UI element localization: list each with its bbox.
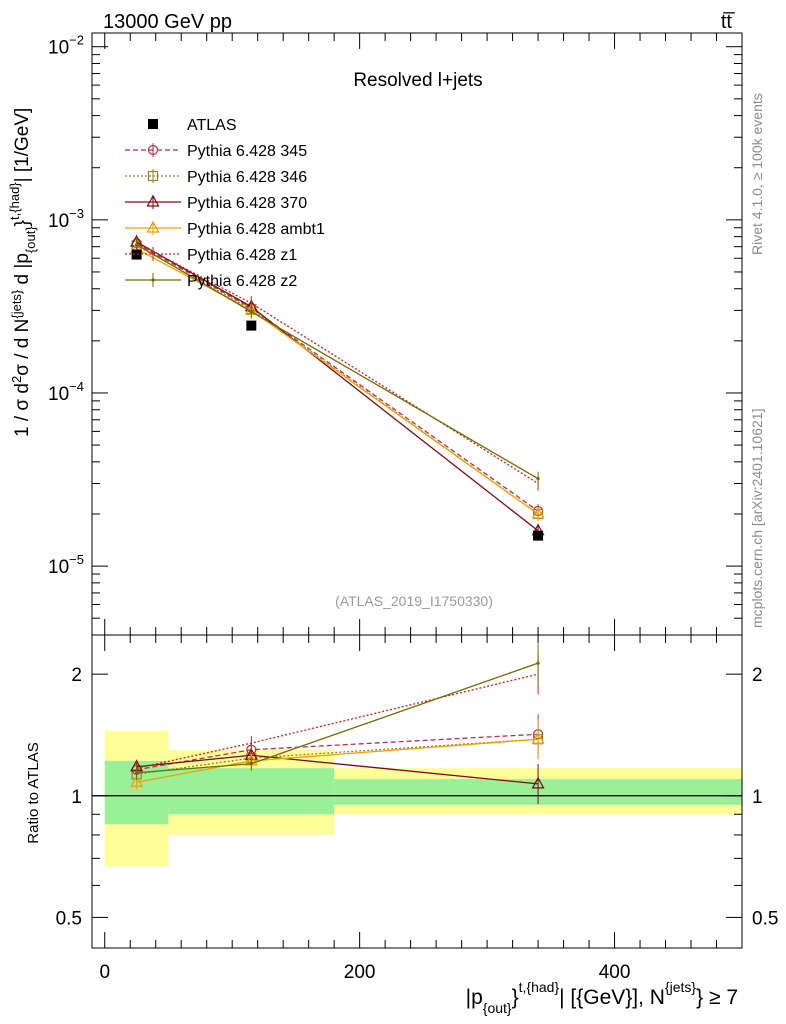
ratio-plot-area <box>92 643 742 867</box>
y-tick-label: 10−5 <box>48 552 84 578</box>
ratio-point <box>531 776 545 789</box>
main-axis-ticks: 10−5 10−4 10−3 10−2 <box>48 33 743 636</box>
ratio-point <box>249 762 253 766</box>
ratio-series-pythia-6-428-z2 <box>135 643 540 780</box>
ratio-point <box>135 771 139 775</box>
legend-marker <box>147 170 159 182</box>
ratio-y-tick-label: 0.5 <box>56 908 82 929</box>
series-atlas-data <box>131 249 544 541</box>
ratio-point <box>531 732 545 744</box>
legend-label: Pythia 6.428 ambt1 <box>187 221 325 238</box>
legend: ATLAS Pythia 6.428 345 Pythia 6.428 346 Pyt… <box>125 117 325 290</box>
x-tick-label: 0 <box>99 962 110 983</box>
ratio-y-tick-label: 2 <box>71 665 82 686</box>
legend-label: Pythia 6.428 346 <box>187 169 307 186</box>
legend-item-pythia-6-428-ambt1: Pythia 6.428 ambt1 <box>125 220 325 238</box>
rivet-label: Rivet 4.1.0, ≥ 100k events <box>749 93 765 255</box>
y-tick-label: 10−2 <box>48 33 84 59</box>
legend-marker <box>146 194 160 207</box>
legend-label: ATLAS <box>187 117 237 134</box>
legend-item-pythia-6-428-345: Pythia 6.428 345 <box>125 143 307 160</box>
data-point <box>531 506 545 519</box>
series-pythia-6-428-z2 <box>135 237 540 486</box>
y-tick-label: 10−4 <box>48 379 84 405</box>
ratio-y-tick-label: 1 <box>71 787 82 808</box>
main-plot-area <box>130 234 545 541</box>
legend-item-pythia-6-428-370: Pythia 6.428 370 <box>125 194 307 212</box>
legend-item-atlas: ATLAS <box>148 117 237 134</box>
legend-item-pythia-6-428-z2: Pythia 6.428 z2 <box>125 273 297 290</box>
ratio-y-label: Ratio to ATLAS <box>25 742 42 843</box>
data-point <box>135 242 139 247</box>
legend-item-pythia-6-428-z1: Pythia 6.428 z1 <box>125 247 297 264</box>
data-point <box>249 310 253 314</box>
data-point <box>536 477 540 481</box>
main-panel: 10−5 10−4 10−3 10−2 Resolved l+jets (ATLAS_… <box>7 32 743 636</box>
ratio-point <box>536 661 540 665</box>
legend-label: Pythia 6.428 370 <box>187 195 307 212</box>
process-label: tt̅ <box>721 11 735 33</box>
ratio-y-tick-label-right: 1 <box>752 787 763 808</box>
y-tick-label: 10−3 <box>48 206 84 232</box>
analysis-id: (ATLAS_2019_I1750330) <box>335 593 493 609</box>
legend-marker <box>147 144 159 156</box>
legend-marker <box>148 119 158 129</box>
atlas-data-point <box>131 249 142 260</box>
ratio-frame <box>91 634 743 949</box>
legend-label: Pythia 6.428 z2 <box>187 273 297 290</box>
legend-label: Pythia 6.428 345 <box>187 143 307 160</box>
uncertainty-band-inner <box>168 768 335 815</box>
atlas-data-point <box>246 320 257 331</box>
main-y-label: 1 / σ d2σ / d N{jets} d |p{out}}t,{had}|… <box>7 108 38 437</box>
ratio-y-tick-label-right: 0.5 <box>752 908 778 929</box>
energy-label: 13000 GeV pp <box>103 11 232 33</box>
ratio-axis-ticks: 0.5 0.5 1 1 2 2 0 200 400 <box>56 635 778 983</box>
legend-marker <box>146 220 160 233</box>
mcplots-label: mcplots.cern.ch [arXiv:2401.10621] <box>749 409 765 628</box>
ratio-y-tick-label-right: 2 <box>752 665 763 686</box>
x-axis-label: |p{out}}t,{had}| [{GeV}], N{jets}} ≥ 7 <box>466 979 738 1016</box>
x-tick-label: 400 <box>599 962 631 983</box>
plot-title: Resolved l+jets <box>353 70 482 91</box>
x-tick-label: 200 <box>344 962 376 983</box>
legend-item-pythia-6-428-346: Pythia 6.428 346 <box>125 169 307 186</box>
ratio-point <box>130 775 144 787</box>
legend-label: Pythia 6.428 z1 <box>187 247 297 264</box>
legend-marker <box>151 278 155 282</box>
ratio-panel: 0.5 0.5 1 1 2 2 0 200 400 Ratio to ATLAS |p{out}… <box>25 634 778 1016</box>
atlas-data-point <box>533 530 544 541</box>
